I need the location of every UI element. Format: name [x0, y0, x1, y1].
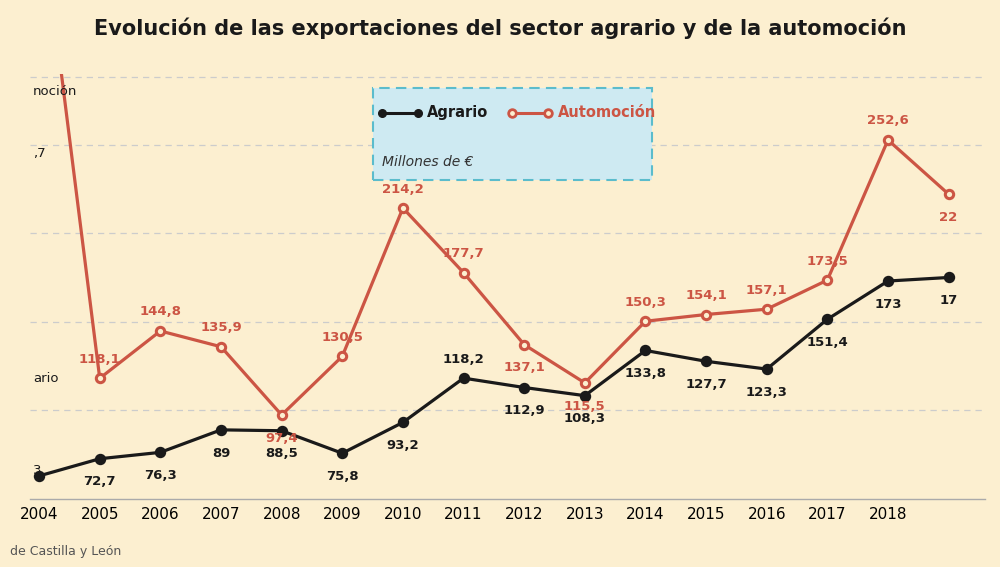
Text: 108,3: 108,3: [564, 412, 606, 425]
Text: 173: 173: [874, 298, 902, 311]
Text: Agrario: Agrario: [427, 105, 488, 120]
Text: 89: 89: [212, 447, 230, 459]
Text: 22: 22: [939, 211, 958, 224]
Text: 118,1: 118,1: [79, 353, 121, 366]
Text: 127,7: 127,7: [685, 378, 727, 391]
Text: 214,2: 214,2: [382, 183, 424, 196]
Text: Automoción: Automoción: [558, 105, 656, 120]
Text: 3: 3: [33, 464, 42, 477]
Text: ,7: ,7: [33, 147, 46, 160]
Text: 150,3: 150,3: [625, 296, 666, 309]
Text: 144,8: 144,8: [139, 306, 181, 319]
Text: 133,8: 133,8: [624, 367, 666, 380]
Text: 72,7: 72,7: [83, 475, 116, 488]
Text: 123,3: 123,3: [746, 386, 788, 399]
Text: 173,5: 173,5: [806, 255, 848, 268]
Text: 115,5: 115,5: [564, 400, 606, 413]
Text: 135,9: 135,9: [200, 321, 242, 335]
Text: de Castilla y León: de Castilla y León: [10, 545, 121, 558]
Text: Evolución de las exportaciones del sector agrario y de la automoción: Evolución de las exportaciones del secto…: [94, 17, 906, 39]
Text: 75,8: 75,8: [326, 470, 359, 483]
Text: 93,2: 93,2: [387, 439, 419, 452]
FancyBboxPatch shape: [373, 88, 652, 180]
Text: ario: ario: [33, 372, 59, 385]
Text: 130,5: 130,5: [321, 331, 363, 344]
Text: 112,9: 112,9: [503, 404, 545, 417]
Text: 157,1: 157,1: [746, 284, 788, 297]
Text: 17: 17: [939, 294, 958, 307]
Text: 151,4: 151,4: [806, 336, 848, 349]
Text: noción: noción: [33, 85, 77, 98]
Text: 97,4: 97,4: [265, 431, 298, 445]
Text: 76,3: 76,3: [144, 469, 177, 482]
Text: Millones de €: Millones de €: [382, 155, 473, 170]
Text: 88,5: 88,5: [265, 447, 298, 460]
Text: 137,1: 137,1: [503, 361, 545, 374]
Text: 177,7: 177,7: [443, 247, 484, 260]
Text: 154,1: 154,1: [685, 289, 727, 302]
Text: 118,2: 118,2: [443, 353, 484, 366]
Text: 252,6: 252,6: [867, 115, 909, 128]
